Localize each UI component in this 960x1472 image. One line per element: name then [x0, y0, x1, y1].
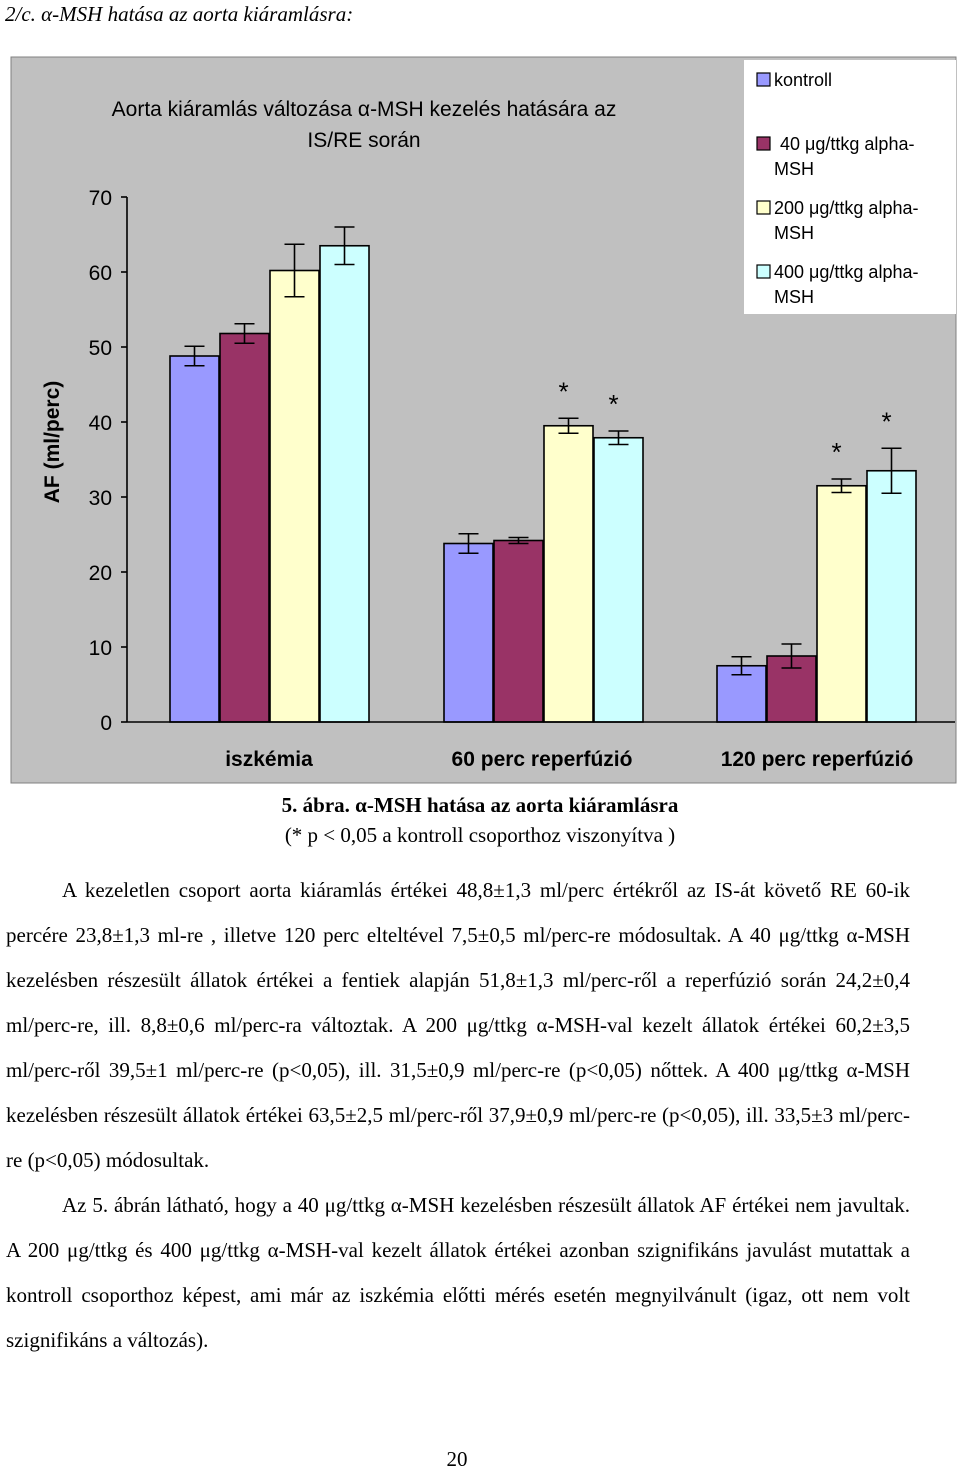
legend-swatch — [756, 72, 771, 87]
legend-swatch — [756, 264, 771, 279]
significance-marker: * — [608, 389, 618, 419]
caption-note: (* p < 0,05 a kontroll csoporthoz viszon… — [284, 823, 676, 847]
x-category-label: 60 perc reperfúzió — [452, 748, 633, 771]
bar — [269, 269, 320, 723]
body-text: A kezeletlen csoport aorta kiáramlás ért… — [6, 868, 910, 1363]
significance-marker: * — [831, 437, 841, 467]
caption-label: 5. ábra. — [281, 793, 350, 817]
category-labels: iszkémia 60 perc reperfúzió 120 perc reper… — [225, 748, 913, 771]
y-tick-label: 60 — [89, 262, 112, 285]
legend-label: 400 μg/ttkg alpha- — [774, 262, 918, 282]
legend-label: MSH — [774, 223, 814, 243]
bar — [543, 424, 594, 723]
chart-title-line1: Aorta kiáramlás változása α-MSH kezelés … — [112, 98, 617, 121]
y-tick-label: 20 — [89, 562, 112, 585]
y-axis-label: AF (ml/perc) — [41, 381, 64, 504]
section-heading: 2/c. α-MSH hatása az aorta kiáramlásra: — [5, 2, 354, 26]
bars: * * * * — [121, 196, 955, 723]
y-tick-label: 0 — [100, 712, 112, 735]
bar — [493, 539, 544, 723]
paragraph-2: Az 5. ábrán látható, hogy a 40 μg/ttkg α… — [6, 1193, 910, 1352]
y-tick-label: 40 — [89, 412, 112, 435]
legend-label: MSH — [774, 287, 814, 307]
page-number: 20 — [446, 1447, 468, 1471]
legend-swatch — [756, 136, 771, 151]
legend-label: 200 μg/ttkg alpha- — [774, 198, 918, 218]
significance-marker: * — [881, 406, 891, 436]
y-tick-label: 50 — [89, 337, 112, 360]
bar — [319, 244, 370, 723]
paragraph-1: A kezeletlen csoport aorta kiáramlás ért… — [6, 878, 910, 1172]
bar — [816, 484, 867, 723]
y-axis-ticks: 0 10 20 30 40 50 60 70 — [89, 187, 112, 735]
bar — [443, 542, 494, 723]
bar-chart: Aorta kiáramlás változása α-MSH kezelés … — [10, 56, 957, 784]
bar — [219, 332, 270, 723]
x-category-label: 120 perc reperfúzió — [721, 748, 914, 771]
legend: kontroll 40 μg/ttkg alpha- MSH 200 μg/ttkg … — [744, 60, 956, 314]
caption-title: α-MSH hatása az aorta kiáramlásra — [355, 793, 679, 817]
legend-label: kontroll — [774, 70, 832, 90]
y-tick-label: 70 — [89, 187, 112, 210]
figure-caption: 5. ábra. α-MSH hatása az aorta kiáramlás… — [0, 793, 960, 818]
x-category-label: iszkémia — [225, 748, 313, 771]
legend-label: 40 μg/ttkg alpha- — [780, 134, 914, 154]
legend-label: MSH — [774, 159, 814, 179]
significance-marker: * — [558, 376, 568, 406]
chart-title-line2: IS/RE során — [307, 129, 420, 152]
legend-swatch — [756, 200, 771, 215]
legend-box — [744, 60, 956, 314]
y-tick-label: 30 — [89, 487, 112, 510]
bar — [169, 355, 220, 723]
bar — [866, 469, 917, 723]
bar — [593, 436, 644, 723]
y-tick-label: 10 — [89, 637, 112, 660]
